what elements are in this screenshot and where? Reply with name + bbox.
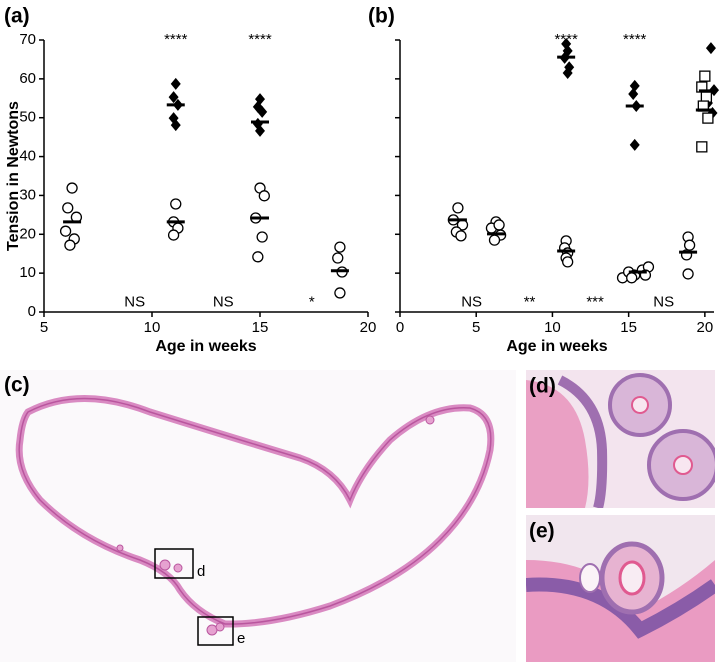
panel-label: (c) [4,374,30,397]
point [628,88,639,101]
point [562,67,573,80]
y-tick-label: 0 [28,303,36,320]
point [64,239,76,251]
point [452,202,464,214]
point [170,198,182,210]
annotation: *** [586,293,604,310]
y-tick-label: 70 [19,31,36,48]
point [626,272,638,284]
x-tick-label: 15 [620,319,637,336]
panel-label: (a) [4,5,30,28]
x-axis-label: Age in weeks [155,338,256,355]
point [59,225,72,237]
panel-label: (e) [529,520,555,543]
point [334,287,346,299]
point [682,268,694,280]
histology-e [526,515,715,662]
y-tick-label: 20 [19,225,36,242]
y-tick-label: 60 [19,70,36,87]
x-tick-label: 10 [544,319,561,336]
point [629,79,640,92]
histology-c: d e (c) [0,370,516,662]
point [493,219,505,231]
annotation: NS [124,293,145,310]
point [170,77,181,90]
box-label: d [197,563,205,580]
annotation: **** [164,31,188,48]
annotation: **** [554,31,578,48]
x-tick-label: 5 [40,319,48,336]
annotation: NS [461,293,482,310]
point [168,91,179,104]
point [170,119,181,132]
annotation: NS [213,293,234,310]
box-label: e [237,630,245,647]
x-tick-label: 10 [144,319,161,336]
x-axis-label: Age in weeks [506,338,607,355]
annotation: ** [524,293,536,310]
y-axis-label: Tension in Newtons [5,101,22,251]
point [332,252,344,264]
point [66,182,78,194]
annotation: **** [623,31,647,48]
x-tick-label: 20 [697,319,714,336]
x-tick-label: 0 [396,319,404,336]
histology-d [526,370,715,508]
point [252,251,264,263]
point [488,234,501,246]
point [258,190,270,202]
annotation: * [309,293,315,310]
panel-label: (b) [368,5,395,28]
point [455,230,467,242]
point [699,70,711,82]
point [683,239,696,251]
point [255,124,265,137]
y-tick-label: 40 [19,148,36,165]
point [629,138,640,151]
point [256,231,268,243]
y-tick-label: 50 [19,109,36,126]
y-tick-label: 10 [19,264,36,281]
point [62,202,74,214]
point [167,229,180,241]
x-tick-label: 15 [252,319,269,336]
x-tick-label: 20 [360,319,377,336]
point [705,42,716,55]
annotation: NS [653,293,674,310]
annotation: **** [248,31,272,48]
point [562,256,574,268]
point [334,241,346,253]
point [696,141,708,153]
panel-label: (d) [529,375,556,398]
point [702,112,714,124]
point [257,105,268,118]
y-tick-label: 30 [19,186,36,203]
x-tick-label: 5 [472,319,480,336]
